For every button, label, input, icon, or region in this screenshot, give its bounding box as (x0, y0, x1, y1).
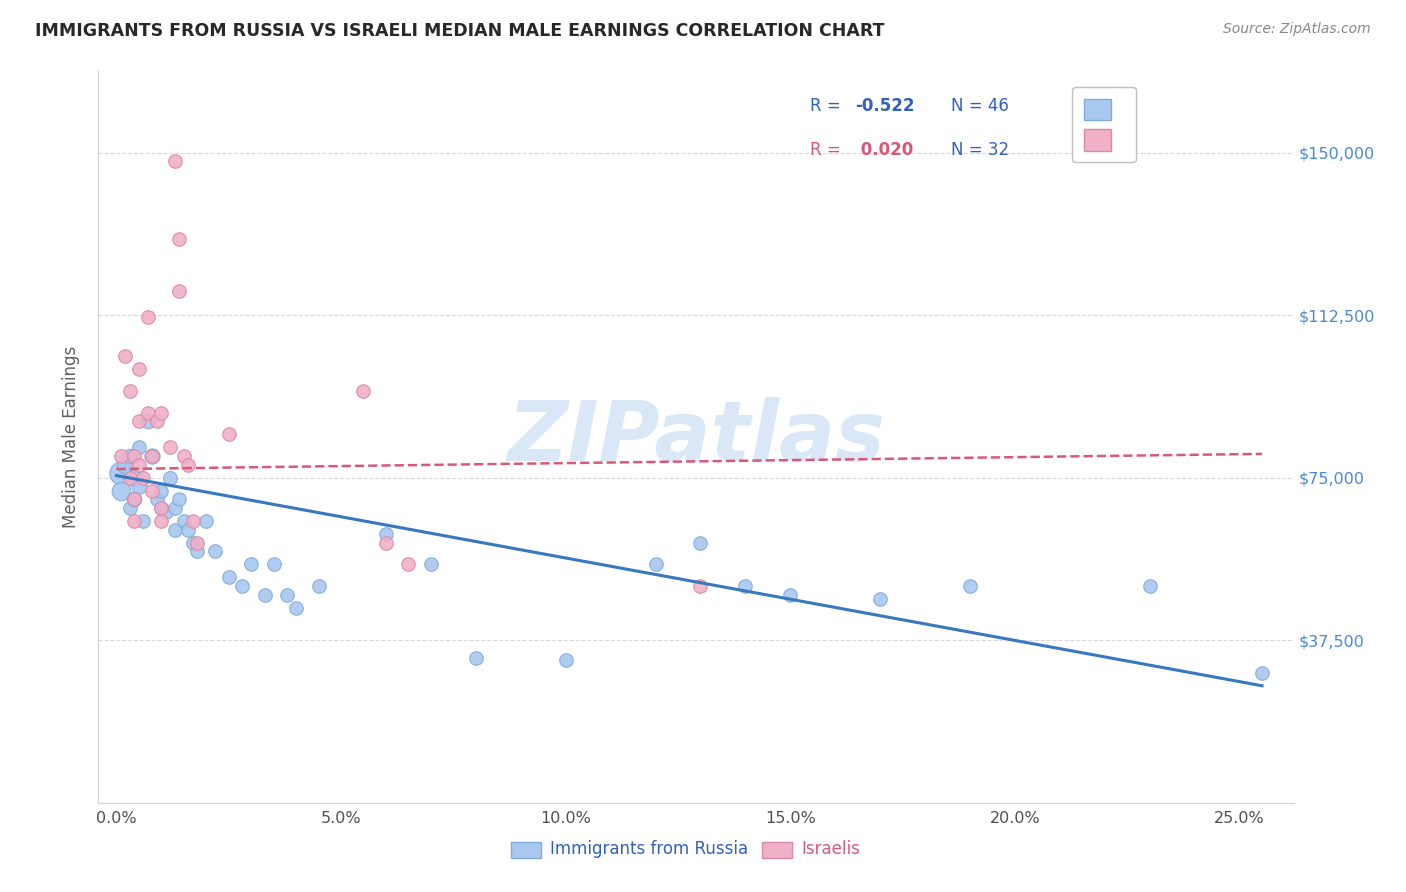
Point (163, 501, 186, 516)
FancyBboxPatch shape (762, 841, 792, 858)
Point (169, 285, 191, 299)
Point (177, 523, 200, 537)
Legend: , : , (1073, 87, 1136, 162)
Point (150, 501, 173, 516)
Point (118, 449, 141, 463)
Point (124, 492, 146, 507)
Point (136, 310, 159, 325)
Point (128, 458, 150, 472)
Point (128, 441, 150, 455)
Point (186, 535, 208, 549)
Point (155, 505, 177, 519)
Point (177, 458, 200, 472)
Point (141, 449, 163, 463)
Point (159, 441, 181, 455)
Point (118, 501, 141, 516)
Point (375, 527, 398, 541)
Point (150, 483, 173, 498)
Point (124, 514, 146, 528)
Point (375, 535, 398, 549)
Point (308, 579, 330, 593)
Point (554, 653, 576, 667)
Point (128, 362, 150, 376)
Point (195, 514, 218, 528)
Point (146, 492, 169, 507)
Point (186, 544, 208, 558)
Text: IMMIGRANTS FROM RUSSIA VS ISRAELI MEDIAN MALE EARNINGS CORRELATION CHART: IMMIGRANTS FROM RUSSIA VS ISRAELI MEDIAN… (35, 22, 884, 40)
Point (118, 384, 141, 398)
Point (779, 588, 801, 602)
Text: N = 46: N = 46 (950, 97, 1008, 115)
Point (124, 471, 146, 485)
Point (124, 492, 146, 507)
Point (263, 558, 285, 572)
Point (128, 479, 150, 493)
Point (218, 427, 240, 442)
Point (136, 414, 159, 428)
Point (124, 449, 146, 463)
Point (163, 523, 186, 537)
Text: ZIPatlas: ZIPatlas (508, 397, 884, 477)
Text: 0.020: 0.020 (855, 141, 912, 159)
Point (150, 501, 173, 516)
Point (118, 471, 141, 485)
Text: Israelis: Israelis (801, 840, 860, 858)
Point (110, 449, 132, 463)
Point (285, 600, 308, 615)
Point (204, 544, 226, 558)
Point (253, 588, 276, 602)
Point (689, 535, 711, 549)
Point (181, 535, 204, 549)
Point (136, 406, 159, 420)
Point (146, 414, 169, 428)
Point (114, 458, 136, 472)
Point (276, 588, 298, 602)
Point (141, 449, 163, 463)
Point (734, 579, 756, 593)
Point (689, 579, 711, 593)
Text: N = 32: N = 32 (950, 141, 1008, 159)
Point (644, 558, 666, 572)
Point (169, 232, 191, 246)
Text: R =: R = (810, 141, 845, 159)
Text: Immigrants from Russia: Immigrants from Russia (550, 840, 748, 858)
Point (159, 471, 181, 485)
Point (150, 406, 173, 420)
Point (110, 467, 132, 481)
Point (114, 349, 136, 363)
Point (173, 449, 195, 463)
Text: -0.522: -0.522 (855, 97, 914, 115)
Point (959, 579, 981, 593)
Text: R =: R = (810, 97, 845, 115)
Point (132, 471, 155, 485)
Point (1251, 665, 1274, 680)
Point (231, 579, 253, 593)
Point (150, 514, 173, 528)
Point (110, 483, 132, 498)
Point (353, 384, 375, 398)
Point (396, 558, 419, 572)
Point (869, 592, 891, 607)
Point (141, 483, 163, 498)
Point (218, 570, 240, 584)
Point (169, 492, 191, 507)
Y-axis label: Median Male Earnings: Median Male Earnings (62, 346, 80, 528)
Point (419, 558, 441, 572)
Point (181, 514, 204, 528)
Point (464, 650, 486, 665)
Point (240, 558, 263, 572)
Point (132, 514, 155, 528)
Point (163, 154, 186, 169)
Point (1139, 579, 1161, 593)
Point (173, 514, 195, 528)
Text: Source: ZipAtlas.com: Source: ZipAtlas.com (1223, 22, 1371, 37)
Point (128, 414, 150, 428)
FancyBboxPatch shape (510, 841, 541, 858)
